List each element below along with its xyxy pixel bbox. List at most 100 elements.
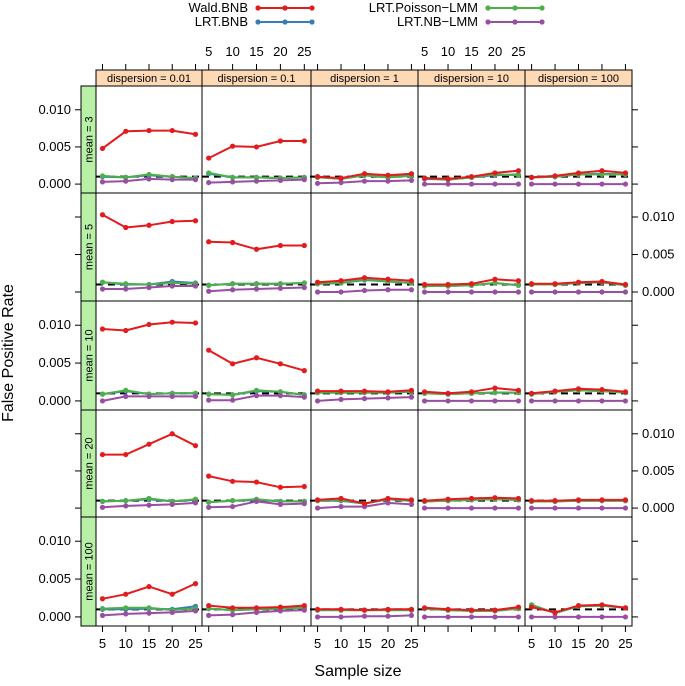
panel [95,300,203,411]
series-wald-bnb-point [277,361,284,367]
panel [201,516,312,627]
panel-grid [95,85,633,627]
y-tick-label: 0.005 [642,463,675,478]
series-wald-bnb-point [146,222,152,228]
series-lrt-nb-lmm-point [552,289,558,295]
column-strip-label: dispersion = 0.01 [107,73,191,85]
series-wald-bnb-point [408,497,415,503]
series-wald-bnb-point [528,604,535,610]
series-wald-bnb-point [408,387,415,393]
series-lrt-nb-lmm-point [301,607,307,613]
series-lrt-nb-lmm-point [146,502,152,508]
series-wald-bnb-point [515,278,522,284]
series-wald-bnb-point [192,131,199,137]
series-wald-bnb-point [599,602,605,608]
series-lrt-nb-lmm-point [421,614,428,620]
series-wald-bnb-point [192,443,199,449]
series-wald-bnb-point [146,441,152,447]
series-wald-bnb-point [301,368,307,374]
series-lrt-poisson-lmm-point [599,171,605,178]
legend-marker [539,5,545,11]
series-wald-bnb-point [99,596,106,602]
series-lrt-nb-lmm-point [192,500,199,506]
series-lrt-nb-lmm-point [515,398,522,404]
series-wald-bnb-point [361,388,368,394]
series-wald-bnb-point [385,606,391,612]
legend-marker [309,19,315,25]
series-lrt-nb-lmm-point [575,181,582,187]
series-wald-bnb-point [277,138,284,144]
series-lrt-nb-lmm-point [229,612,236,618]
series-lrt-nb-lmm-point [277,285,284,291]
legend-marker [485,19,491,25]
series-lrt-nb-lmm-point [206,504,212,510]
series-wald-bnb-point [146,321,152,328]
y-tick-label: 0.000 [642,500,675,515]
series-lrt-nb-lmm-point [408,501,415,507]
series-wald-bnb-point [314,606,321,612]
row-strip-label: mean = 20 [84,437,96,489]
panel [310,516,419,627]
series-lrt-nb-lmm-point [146,393,152,399]
top-x-axis: 5 10 15 20 25 5 10 15 20 25 [102,44,626,70]
x-tick-label: 10 [441,44,455,59]
x-tick-label: 5 [314,636,321,651]
series-wald-bnb-point [468,389,475,395]
series-lrt-nb-lmm-point [99,398,106,404]
series-lrt-poisson-lmm-point [123,605,129,611]
series-wald-bnb-point [338,175,344,181]
column-strip-label: dispersion = 1 [330,73,399,85]
panel [524,409,633,518]
series-lrt-nb-lmm-point [575,505,582,511]
y-axis-label: False Positive Rate [0,284,17,422]
series-wald-bnb-point [229,478,236,484]
series-wald-bnb-point [314,497,321,503]
series-wald-bnb-point [515,168,522,174]
panel [417,192,526,302]
series-lrt-nb-lmm-point [421,181,428,187]
series-wald-bnb-point [99,451,106,458]
series-wald-bnb-point [314,174,321,180]
series-lrt-nb-lmm-point [515,505,522,511]
x-tick-label: 20 [381,636,395,651]
x-tick-label: 15 [571,636,585,651]
legend: Wald.BNB LRT.Poisson−LMM LRT.BNB LRT.NB−LMM [189,0,545,29]
series-wald-bnb-point [338,495,344,502]
series-wald-bnb-point [361,501,368,507]
panel [95,85,203,194]
series-lrt-nb-lmm-point [229,503,236,510]
series-lrt-poisson-lmm-point [206,391,212,397]
series-wald-bnb-point [253,355,260,361]
x-tick-label: 5 [205,44,212,59]
series-lrt-poisson-lmm-point [229,392,236,398]
series-lrt-nb-lmm-point [622,614,629,620]
series-lrt-nb-lmm-point [599,289,605,295]
x-tick-label: 5 [528,636,535,651]
series-wald-bnb-point [99,145,106,152]
panel [201,409,312,518]
series-wald-bnb-point [622,605,629,611]
series-wald-bnb-point [622,281,629,288]
series-lrt-nb-lmm-point [314,180,321,186]
series-lrt-nb-lmm-point [492,398,498,404]
x-tick-label: 10 [548,636,562,651]
panel [201,85,312,194]
series-wald-bnb-point [445,606,451,612]
series-lrt-nb-lmm-point [492,505,498,511]
series-lrt-nb-lmm-point [468,181,475,187]
series-wald-bnb-point [338,606,344,612]
series-lrt-nb-lmm-point [301,501,307,507]
series-lrt-nb-lmm-point [385,500,391,506]
series-lrt-nb-lmm-point [146,176,152,182]
series-wald-bnb-point [421,389,428,395]
series-lrt-nb-lmm-point [277,501,284,507]
x-tick-label: 5 [421,44,428,59]
series-wald-bnb-point [229,361,236,367]
series-wald-bnb-point [599,168,605,174]
series-wald-bnb-point [515,495,522,502]
row-strip-label: mean = 5 [84,224,96,270]
x-tick-label: 20 [595,636,609,651]
series-lrt-nb-lmm-point [421,289,428,295]
series-lrt-nb-lmm-point [421,398,428,404]
x-tick-label: 25 [188,636,202,651]
